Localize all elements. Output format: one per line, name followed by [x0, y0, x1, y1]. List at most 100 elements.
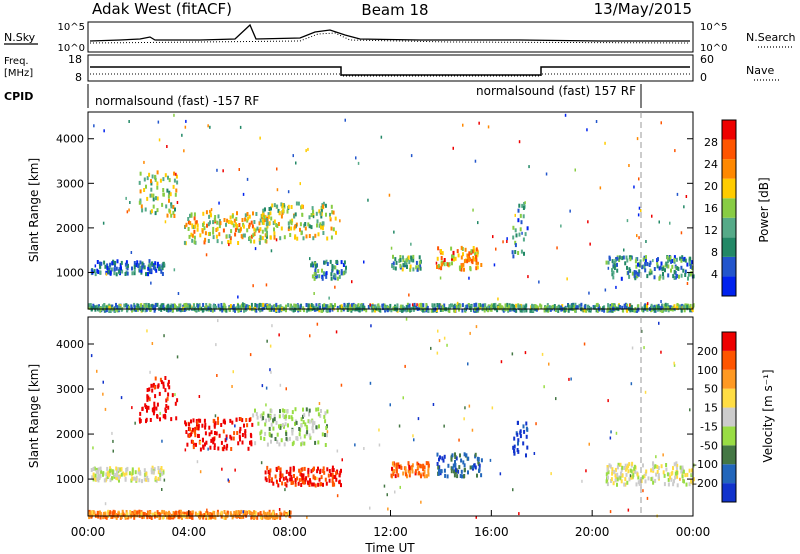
scatter-cell — [160, 265, 163, 270]
scatter-cell — [299, 182, 301, 186]
scatter-cell — [143, 477, 146, 482]
scatter-cell — [236, 305, 239, 309]
scatter-cell — [612, 260, 615, 265]
noise-left-tick-top: 10^5 — [58, 22, 85, 33]
scatter-cell — [129, 201, 131, 204]
scatter-cell — [391, 264, 394, 269]
scatter-cell — [205, 303, 208, 307]
ytick-label: 1000 — [56, 266, 84, 279]
scatter-cell — [170, 417, 173, 422]
scatter-cell — [326, 307, 329, 312]
scatter-cell — [158, 266, 161, 271]
scatter-cell — [560, 307, 563, 312]
scatter-cell — [208, 512, 211, 517]
scatter-cell — [552, 304, 554, 309]
scatter-cell — [266, 339, 268, 343]
scatter-cell — [272, 306, 275, 311]
scatter-cell — [194, 427, 197, 432]
scatter-cell — [294, 482, 297, 487]
scatter-cell — [268, 417, 271, 422]
scatter-cell — [502, 240, 504, 244]
scatter-cell — [315, 425, 318, 430]
scatter-cell — [521, 203, 524, 208]
scatter-cell — [395, 469, 398, 474]
scatter-cell — [239, 426, 242, 431]
scatter-cell — [270, 433, 273, 438]
scatter-cell — [222, 169, 224, 173]
scatter-cell — [304, 422, 307, 427]
scatter-cell — [216, 374, 218, 377]
scatter-cell — [94, 272, 97, 277]
scatter-cell — [141, 515, 144, 520]
scatter-cell — [247, 446, 250, 451]
scatter-cell — [295, 201, 298, 206]
scatter-cell — [284, 482, 287, 486]
scatter-cell — [676, 483, 679, 488]
scatter-cell — [202, 303, 205, 307]
scatter-cell — [668, 472, 670, 477]
scatter-cell — [300, 231, 303, 236]
scatter-cell — [689, 303, 692, 308]
scatter-cell — [307, 469, 310, 474]
scatter-cell — [136, 303, 139, 308]
scatter-cell — [154, 211, 157, 216]
scatter-cell — [103, 306, 106, 311]
scatter-cell — [302, 306, 305, 311]
scatter-cell — [102, 511, 105, 516]
scatter-cell — [475, 258, 478, 263]
scatter-cell — [156, 402, 159, 407]
scatter-cell — [676, 266, 679, 271]
scatter-cell — [156, 510, 159, 515]
scatter-cell — [149, 370, 151, 374]
scatter-cell — [171, 393, 174, 398]
scatter-cell — [447, 262, 449, 267]
scatter-cell — [105, 305, 108, 310]
scatter-cell — [586, 128, 588, 132]
scatter-cell — [294, 224, 297, 229]
scatter-cell — [144, 472, 147, 477]
scatter-cell — [512, 445, 515, 450]
scatter-cell — [342, 271, 345, 276]
scatter-cell — [514, 228, 517, 233]
scatter-cell — [328, 469, 331, 473]
scatter-cell — [627, 270, 630, 275]
scatter-cell — [517, 304, 520, 309]
scatter-cell — [294, 212, 297, 217]
scatter-cell — [94, 264, 97, 268]
scatter-cell — [105, 308, 108, 313]
scatter-cell — [108, 468, 111, 473]
scatter-cell — [265, 232, 268, 237]
scatter-cell — [637, 262, 639, 267]
scatter-cell — [109, 270, 112, 275]
scatter-cell — [105, 272, 108, 276]
scatter-cell — [464, 406, 466, 410]
scatter-cell — [675, 305, 678, 310]
scatter-cell — [193, 303, 195, 308]
scatter-cell — [478, 121, 480, 125]
scatter-cell — [115, 513, 117, 517]
scatter-cell — [292, 154, 294, 158]
scatter-cell — [137, 264, 140, 269]
scatter-cell — [334, 303, 336, 308]
scatter-cell — [216, 511, 219, 516]
scatter-cell — [94, 305, 97, 310]
scatter-cell — [186, 442, 189, 447]
scatter-cell — [635, 270, 638, 275]
scatter-cell — [285, 387, 287, 391]
scatter-cell — [128, 208, 130, 212]
scatter-cell — [427, 461, 430, 466]
scatter-cell — [278, 333, 280, 337]
scatter-cell — [181, 133, 183, 137]
scatter-cell — [401, 304, 404, 309]
scatter-cell — [646, 262, 649, 266]
scatter-cell — [353, 304, 356, 309]
scatter-cell — [108, 305, 111, 310]
scatter-cell — [405, 317, 408, 321]
scatter-cell — [679, 256, 682, 261]
scatter-cell — [615, 431, 618, 435]
scatter-cell — [460, 255, 463, 260]
scatter-cell — [516, 420, 519, 425]
scatter-cell — [94, 477, 97, 482]
scatter-cell — [441, 456, 444, 461]
